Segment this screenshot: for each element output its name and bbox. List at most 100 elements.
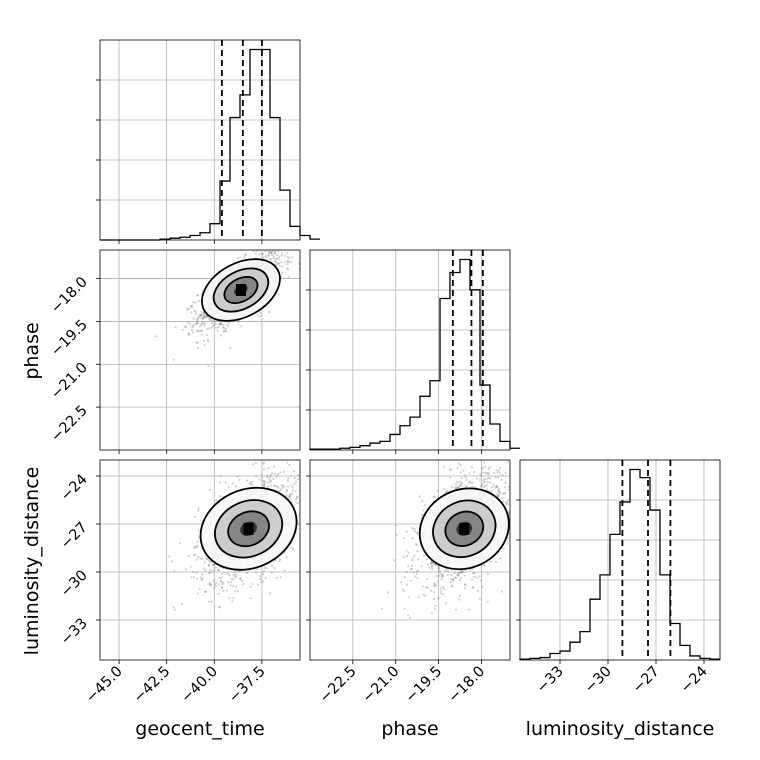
histogram-bin-0-11 xyxy=(210,224,220,240)
sample-point xyxy=(457,598,461,601)
sample-point xyxy=(307,242,309,244)
sample-point xyxy=(405,549,408,552)
sample-point xyxy=(295,498,298,501)
sample-point xyxy=(441,585,445,589)
sample-point xyxy=(212,324,215,327)
x-tick-label-phase-1: −21.0 xyxy=(360,664,403,707)
sample-point xyxy=(497,469,501,472)
sample-point xyxy=(438,571,442,574)
sample-point xyxy=(464,583,467,586)
histogram-bin-1-15 xyxy=(460,260,470,450)
sample-point xyxy=(420,565,423,568)
sample-point xyxy=(281,484,284,487)
histogram-bin-2-4 xyxy=(560,651,570,660)
sample-point xyxy=(196,317,199,320)
sample-point xyxy=(506,500,509,503)
sample-point xyxy=(483,481,486,484)
sample-point xyxy=(289,494,292,497)
sample-point xyxy=(472,585,475,589)
sample-point xyxy=(208,317,211,320)
sample-point xyxy=(291,255,294,258)
sample-point xyxy=(488,481,491,484)
sample-point xyxy=(278,560,281,563)
sample-point xyxy=(437,597,440,600)
sample-point xyxy=(185,307,189,310)
sample-point xyxy=(193,553,196,557)
sample-point xyxy=(201,318,204,321)
sample-point xyxy=(202,313,206,316)
sample-point xyxy=(225,589,229,592)
sample-point xyxy=(480,467,484,470)
sample-point xyxy=(217,326,220,329)
sample-point xyxy=(402,537,405,540)
sample-point xyxy=(286,260,289,263)
sample-point xyxy=(293,482,296,485)
sample-point xyxy=(437,566,440,569)
sample-point xyxy=(303,482,305,484)
sample-point xyxy=(279,558,282,561)
sample-point xyxy=(400,581,403,584)
sample-point xyxy=(227,581,230,584)
sample-point xyxy=(462,469,465,472)
sample-point xyxy=(291,546,294,549)
sample-point xyxy=(516,509,518,511)
sample-point xyxy=(506,503,509,506)
sample-point xyxy=(504,501,507,504)
sample-point xyxy=(184,325,187,329)
sample-point xyxy=(415,543,418,546)
sample-point xyxy=(197,509,200,512)
sample-point xyxy=(258,248,260,250)
sample-point xyxy=(262,580,265,583)
sample-point xyxy=(201,333,204,336)
sample-point xyxy=(482,486,485,489)
sample-point xyxy=(197,556,200,559)
sample-point xyxy=(285,490,288,493)
sample-point xyxy=(230,580,233,584)
sample-point xyxy=(471,586,474,590)
sample-point xyxy=(268,250,271,253)
histogram-bin-1-10 xyxy=(410,417,420,450)
sample-point xyxy=(197,529,200,532)
sample-point xyxy=(281,486,284,489)
sample-point xyxy=(252,250,255,253)
sample-point xyxy=(488,477,492,480)
panel-content-0 xyxy=(155,242,309,367)
histogram-bin-0-19 xyxy=(290,226,300,240)
y-tick-label-phase-0: −22.5 xyxy=(48,403,91,446)
sample-point xyxy=(214,326,218,329)
sample-point xyxy=(508,488,510,491)
sample-point xyxy=(456,574,459,577)
sample-point xyxy=(457,462,460,465)
sample-point xyxy=(306,507,308,509)
sample-point xyxy=(443,487,446,490)
histogram-bin-0-10 xyxy=(200,233,210,240)
sample-point xyxy=(285,461,289,464)
density-peak-2 xyxy=(459,522,470,535)
sample-point xyxy=(456,485,459,489)
sample-point xyxy=(300,519,302,521)
sample-point xyxy=(195,322,198,325)
sample-point xyxy=(234,590,237,593)
sample-point xyxy=(188,333,191,336)
sample-point xyxy=(380,607,383,610)
sample-point xyxy=(200,329,203,332)
sample-point xyxy=(192,570,195,573)
sample-point xyxy=(212,563,215,567)
sample-point xyxy=(220,580,223,583)
sample-point xyxy=(319,464,321,466)
sample-point xyxy=(240,325,243,328)
sample-point xyxy=(268,478,271,481)
sample-point xyxy=(497,494,500,497)
sample-point xyxy=(275,260,278,264)
sample-point xyxy=(237,320,240,323)
x-tick-label-luminosity-distance-1: −30 xyxy=(582,664,615,697)
histogram-bin-2-11 xyxy=(630,470,640,660)
sample-point xyxy=(204,569,207,572)
sample-point xyxy=(270,571,273,574)
sample-point xyxy=(302,475,304,477)
sample-point xyxy=(287,276,290,279)
sample-point xyxy=(504,471,507,474)
sample-point xyxy=(507,498,510,501)
sample-point xyxy=(407,565,410,568)
sample-point xyxy=(464,476,467,479)
